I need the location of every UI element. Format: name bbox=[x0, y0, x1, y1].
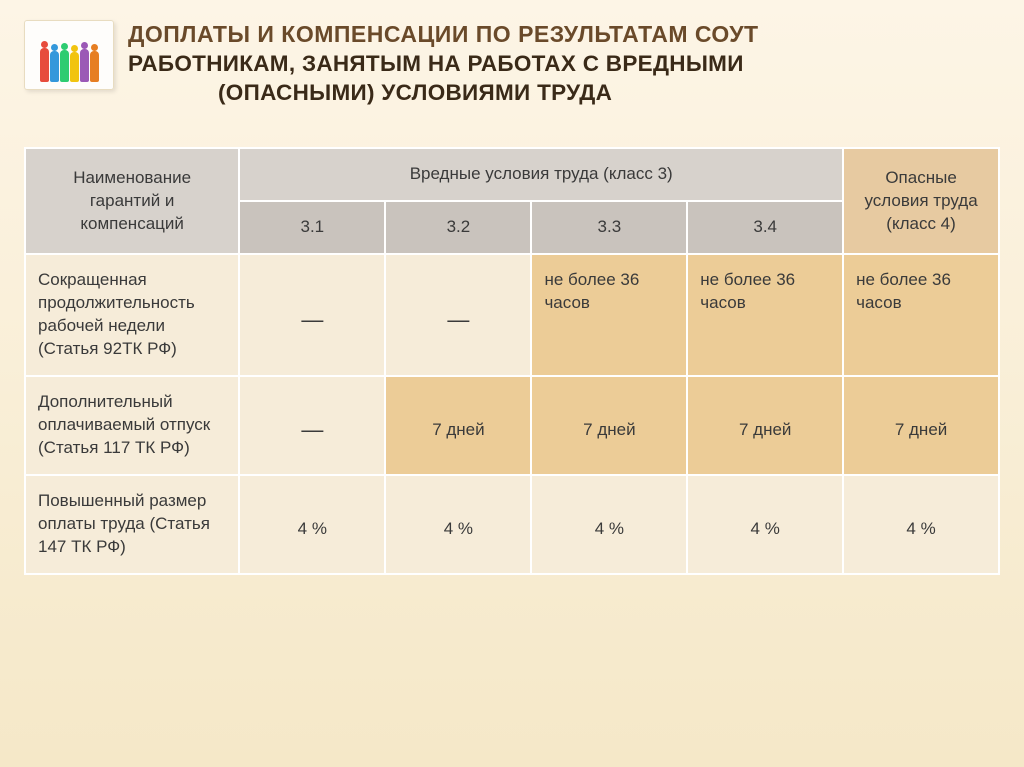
col-header-danger: Опасные условия труда (класс 4) bbox=[843, 148, 999, 254]
table-row: Дополнительный оплачиваемый отпуск (Стат… bbox=[25, 376, 999, 475]
table-row: Сокращенная продолжительность рабочей не… bbox=[25, 254, 999, 376]
figure-icon bbox=[80, 49, 89, 82]
table-cell: не более 36 часов bbox=[687, 254, 843, 376]
col-header-harmful: Вредные условия труда (класс 3) bbox=[239, 148, 843, 201]
row-label: Сокращенная продолжительность рабочей не… bbox=[25, 254, 239, 376]
title-line-1: ДОПЛАТЫ И КОМПЕНСАЦИИ ПО РЕЗУЛЬТАТАМ СОУ… bbox=[128, 20, 1000, 49]
table-cell: — bbox=[385, 254, 531, 376]
col-sub-3-3: 3.3 bbox=[531, 201, 687, 254]
table-cell: не более 36 часов bbox=[531, 254, 687, 376]
table-cell: 4 % bbox=[843, 475, 999, 574]
slide: ДОПЛАТЫ И КОМПЕНСАЦИИ ПО РЕЗУЛЬТАТАМ СОУ… bbox=[0, 0, 1024, 767]
title-line-3: (ОПАСНЫМИ) УСЛОВИЯМИ ТРУДА bbox=[128, 78, 1000, 107]
logo-icon bbox=[24, 20, 114, 90]
table-cell: не более 36 часов bbox=[843, 254, 999, 376]
table-cell: 7 дней bbox=[531, 376, 687, 475]
title-line-2: РАБОТНИКАМ, ЗАНЯТЫМ НА РАБОТАХ С ВРЕДНЫМ… bbox=[128, 49, 1000, 78]
table-cell: 7 дней bbox=[843, 376, 999, 475]
table-cell: 7 дней bbox=[687, 376, 843, 475]
table-header-row-1: Наименование гарантий и компенсаций Вред… bbox=[25, 148, 999, 201]
table-cell: 4 % bbox=[385, 475, 531, 574]
col-sub-3-2: 3.2 bbox=[385, 201, 531, 254]
figure-icon bbox=[60, 50, 69, 82]
table-cell: 4 % bbox=[239, 475, 385, 574]
table-body: Сокращенная продолжительность рабочей не… bbox=[25, 254, 999, 573]
figure-icon bbox=[40, 48, 49, 82]
figure-icon bbox=[90, 51, 99, 82]
col-sub-3-4: 3.4 bbox=[687, 201, 843, 254]
row-label: Повышенный размер оплаты труда (Статья 1… bbox=[25, 475, 239, 574]
figure-icon bbox=[70, 52, 79, 82]
table-cell: 7 дней bbox=[385, 376, 531, 475]
table-cell: — bbox=[239, 376, 385, 475]
table-row: Повышенный размер оплаты труда (Статья 1… bbox=[25, 475, 999, 574]
row-label: Дополнительный оплачиваемый отпуск (Стат… bbox=[25, 376, 239, 475]
table-cell: — bbox=[239, 254, 385, 376]
table-cell: 4 % bbox=[531, 475, 687, 574]
compensation-table: Наименование гарантий и компенсаций Вред… bbox=[24, 147, 1000, 574]
title-block: ДОПЛАТЫ И КОМПЕНСАЦИИ ПО РЕЗУЛЬТАТАМ СОУ… bbox=[128, 20, 1000, 107]
col-sub-3-1: 3.1 bbox=[239, 201, 385, 254]
table-cell: 4 % bbox=[687, 475, 843, 574]
col-header-name: Наименование гарантий и компенсаций bbox=[25, 148, 239, 254]
slide-header: ДОПЛАТЫ И КОМПЕНСАЦИИ ПО РЕЗУЛЬТАТАМ СОУ… bbox=[24, 20, 1000, 107]
figure-icon bbox=[50, 51, 59, 82]
